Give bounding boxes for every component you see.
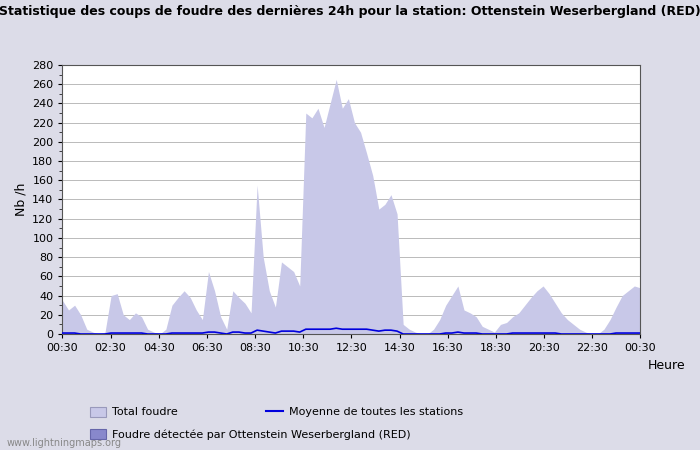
Legend: Foudre détectée par Ottenstein Weserbergland (RED): Foudre détectée par Ottenstein Weserberg… (90, 429, 410, 440)
Legend: Total foudre, Moyenne de toutes les stations: Total foudre, Moyenne de toutes les stat… (90, 407, 463, 418)
Text: Statistique des coups de foudre des dernières 24h pour la station: Ottenstein We: Statistique des coups de foudre des dern… (0, 4, 700, 18)
Y-axis label: Nb /h: Nb /h (15, 183, 28, 216)
Text: Heure: Heure (648, 359, 685, 372)
Text: www.lightningmaps.org: www.lightningmaps.org (7, 438, 122, 448)
